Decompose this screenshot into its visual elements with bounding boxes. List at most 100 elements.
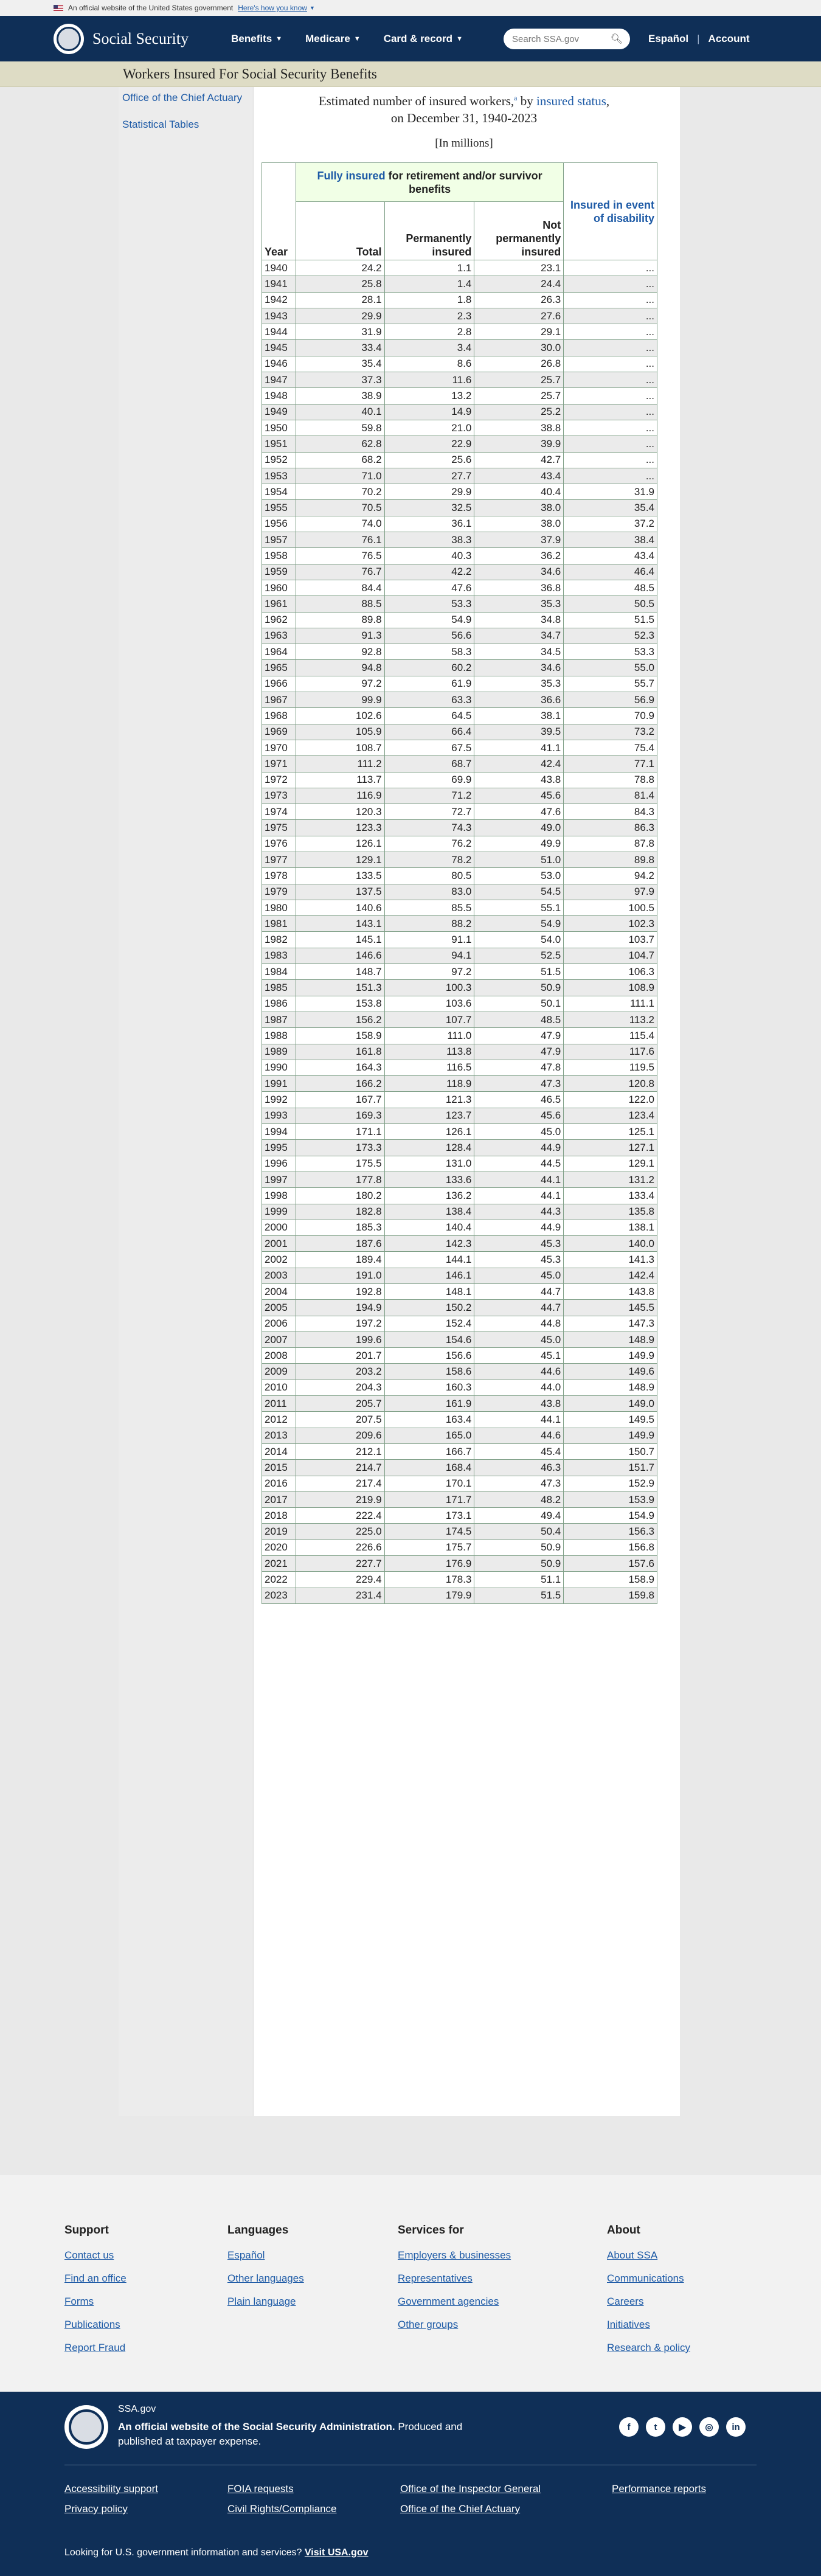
cell-total: 225.0 xyxy=(295,1523,385,1540)
account-link[interactable]: Account xyxy=(708,33,750,44)
heres-how-link[interactable]: Here's how you know xyxy=(238,4,307,12)
table-row: 1941 25.8 1.4 24.4... xyxy=(262,276,657,293)
cell-disability: 108.9 xyxy=(563,979,657,996)
footer-bottom-link[interactable]: Privacy policy xyxy=(64,2503,128,2515)
footer-link[interactable]: Report Fraud xyxy=(64,2342,126,2353)
table-row: 2023 231.4 179.9 51.5 159.8 xyxy=(262,1587,657,1604)
footer-link[interactable]: Government agencies xyxy=(398,2296,499,2307)
footer-link[interactable]: Plain language xyxy=(227,2296,296,2307)
page-title: Workers Insured For Social Security Bene… xyxy=(123,66,377,82)
cell-total: 94.8 xyxy=(295,659,385,676)
cell-disability: 55.7 xyxy=(563,675,657,693)
youtube-icon[interactable]: ▶ xyxy=(673,2417,692,2437)
cell-total: 180.2 xyxy=(295,1187,385,1204)
footer-link[interactable]: Publications xyxy=(64,2319,120,2330)
footer-bottom-link[interactable]: Office of the Inspector General xyxy=(400,2483,541,2494)
cell-total: 212.1 xyxy=(295,1443,385,1460)
footer-link[interactable]: Español xyxy=(227,2249,265,2261)
cell-disability: 159.8 xyxy=(563,1587,657,1604)
table-row: 1946 35.4 8.6 26.8... xyxy=(262,355,657,373)
table-subtitle: on December 31, 1940-2023 xyxy=(390,111,538,125)
insured-status-link[interactable]: insured status xyxy=(536,94,606,108)
footer-link[interactable]: Representatives xyxy=(398,2272,473,2284)
main-content: Estimated number of insured workers,a by… xyxy=(254,87,680,2279)
cell-disability: 150.7 xyxy=(563,1443,657,1460)
linkedin-icon[interactable]: in xyxy=(726,2417,746,2437)
footer-link[interactable]: Initiatives xyxy=(607,2319,650,2330)
chevron-down-icon: ▼ xyxy=(353,35,361,43)
cell-disability: 115.4 xyxy=(563,1027,657,1044)
cell-not-permanently: 50.9 xyxy=(474,1539,564,1557)
chevron-down-icon[interactable]: ▼ xyxy=(309,5,315,11)
cell-permanently: 21.0 xyxy=(384,419,475,437)
visit-usa-gov-link[interactable]: Visit USA.gov xyxy=(304,2547,369,2558)
footer-link[interactable]: Contact us xyxy=(64,2249,114,2261)
footer-bottom-link[interactable]: FOIA requests xyxy=(227,2483,294,2494)
cell-year: 1994 xyxy=(262,1123,296,1140)
cell-not-permanently: 38.8 xyxy=(474,419,564,437)
table-row: 2005 194.9 150.2 44.7 145.5 xyxy=(262,1299,657,1316)
cell-not-permanently: 34.6 xyxy=(474,659,564,676)
cell-permanently: 80.5 xyxy=(384,867,475,884)
footer-link[interactable]: Employers & businesses xyxy=(398,2249,511,2261)
table-row: 1988 158.9 111.0 47.9 115.4 xyxy=(262,1027,657,1044)
footer-link[interactable]: Find an office xyxy=(64,2272,126,2284)
footer-bottom-link[interactable]: Accessibility support xyxy=(64,2483,159,2494)
espanol-link[interactable]: Español xyxy=(648,33,689,44)
footer-link[interactable]: Other groups xyxy=(398,2319,459,2330)
cell-year: 1991 xyxy=(262,1075,296,1092)
brand-name[interactable]: Social Security xyxy=(92,29,189,47)
sidebar-item-statistical-tables[interactable]: Statistical Tables xyxy=(122,119,199,130)
table-title: Estimated number of insured workers,a by… xyxy=(254,89,674,127)
table-row: 2003 191.0 146.1 45.0 142.4 xyxy=(262,1267,657,1285)
cell-permanently: 161.9 xyxy=(384,1395,475,1412)
facebook-icon[interactable]: f xyxy=(619,2417,639,2437)
cell-not-permanently: 54.9 xyxy=(474,915,564,932)
footer-link[interactable]: About SSA xyxy=(607,2249,658,2261)
column-header-disability[interactable]: Insured in event of disability xyxy=(563,162,657,260)
twitter-icon[interactable]: t xyxy=(646,2417,665,2437)
nav-medicare[interactable]: Medicare ▼ xyxy=(305,33,361,45)
cell-not-permanently: 39.9 xyxy=(474,436,564,453)
footer-link[interactable]: Other languages xyxy=(227,2272,304,2284)
cell-year: 1972 xyxy=(262,771,296,788)
footer-link[interactable]: Forms xyxy=(64,2296,94,2307)
footer-link[interactable]: Communications xyxy=(607,2272,684,2284)
cell-total: 192.8 xyxy=(295,1283,385,1300)
cell-year: 1968 xyxy=(262,707,296,724)
cell-not-permanently: 23.1 xyxy=(474,259,564,277)
cell-not-permanently: 36.2 xyxy=(474,547,564,564)
sidebar-item-chief-actuary[interactable]: Office of the Chief Actuary xyxy=(122,92,243,103)
table-row: 2019 225.0 174.5 50.4 156.3 xyxy=(262,1523,657,1540)
search-icon[interactable]: 🔍︎ xyxy=(610,34,623,44)
cell-year: 2004 xyxy=(262,1283,296,1300)
cell-year: 2022 xyxy=(262,1571,296,1588)
cell-total: 28.1 xyxy=(295,291,385,308)
search-input[interactable] xyxy=(511,33,608,45)
footnote-marker[interactable]: a xyxy=(514,94,518,102)
footer-link[interactable]: Careers xyxy=(607,2296,644,2307)
cell-permanently: 128.4 xyxy=(384,1139,475,1156)
ssa-seal-icon[interactable] xyxy=(54,23,84,54)
search-box: 🔍︎ xyxy=(504,29,630,49)
cell-year: 1952 xyxy=(262,451,296,468)
footer-bottom-link[interactable]: Performance reports xyxy=(612,2483,706,2494)
cell-total: 120.3 xyxy=(295,804,385,821)
nav-benefits[interactable]: Benefits ▼ xyxy=(231,33,282,45)
cell-year: 2000 xyxy=(262,1219,296,1237)
footer-link[interactable]: Research & policy xyxy=(607,2342,691,2353)
cell-not-permanently: 47.3 xyxy=(474,1075,564,1092)
cell-total: 92.8 xyxy=(295,644,385,661)
cell-disability: 103.7 xyxy=(563,931,657,948)
table-row: 1972 113.7 69.9 43.8 78.8 xyxy=(262,771,657,788)
cell-disability: 117.6 xyxy=(563,1043,657,1060)
footer-bottom-link[interactable]: Civil Rights/Compliance xyxy=(227,2503,337,2515)
cell-total: 229.4 xyxy=(295,1571,385,1588)
footer-bottom-link[interactable]: Office of the Chief Actuary xyxy=(400,2503,521,2515)
cell-permanently: 69.9 xyxy=(384,771,475,788)
cell-permanently: 66.4 xyxy=(384,723,475,740)
fully-insured-link[interactable]: Fully insured xyxy=(317,169,386,182)
cell-not-permanently: 45.3 xyxy=(474,1235,564,1252)
nav-card-record[interactable]: Card & record ▼ xyxy=(384,33,463,45)
instagram-icon[interactable]: ◎ xyxy=(699,2417,719,2437)
